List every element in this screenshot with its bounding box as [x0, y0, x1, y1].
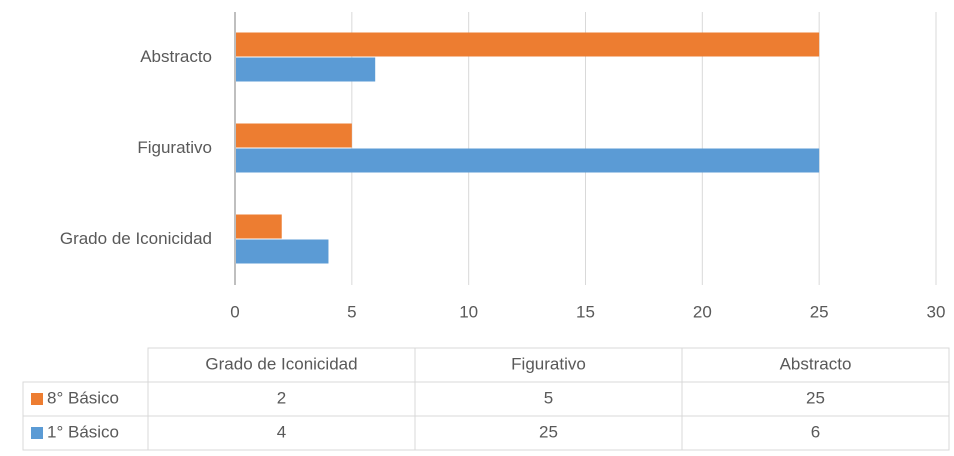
y-tick-label: Grado de Iconicidad [60, 229, 212, 248]
table-value: 2 [277, 388, 286, 407]
y-tick-label: Abstracto [140, 47, 212, 66]
table-value: 25 [806, 388, 825, 407]
table-value: 25 [539, 422, 558, 441]
table-cell [681, 415, 950, 451]
legend-swatch [31, 427, 43, 439]
table-value: 4 [277, 422, 286, 441]
table-value: 5 [544, 388, 553, 407]
x-tick-label: 10 [459, 302, 478, 321]
table-header: Grado de Iconicidad [205, 354, 357, 373]
y-tick-label: Figurativo [137, 138, 212, 157]
bar [235, 32, 820, 57]
legend-swatch [31, 393, 43, 405]
table-header: Abstracto [780, 354, 852, 373]
bar [235, 239, 329, 264]
bar [235, 57, 376, 82]
x-tick-label: 15 [576, 302, 595, 321]
x-tick-label: 20 [693, 302, 712, 321]
table-header: Figurativo [511, 354, 586, 373]
x-tick-label: 0 [230, 302, 239, 321]
legend-label: 8° Básico [47, 388, 119, 407]
bar [235, 123, 352, 148]
bar [235, 148, 820, 173]
bar [235, 214, 282, 239]
x-tick-label: 5 [347, 302, 356, 321]
x-tick-label: 25 [810, 302, 829, 321]
table-value: 6 [811, 422, 820, 441]
x-tick-label: 30 [927, 302, 946, 321]
legend-label: 1° Básico [47, 422, 119, 441]
